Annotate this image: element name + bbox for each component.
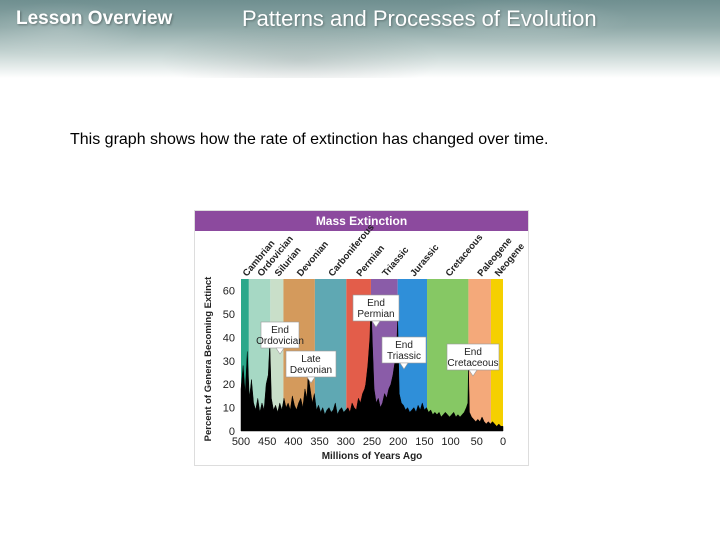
annotation-box (446, 343, 500, 371)
annotation-text: End Ordovician (256, 325, 304, 347)
period-label-jurassic: Jurassic (408, 242, 441, 279)
annotation-box (285, 350, 337, 378)
chart-title-bar (195, 211, 528, 231)
annotation-box (260, 321, 300, 349)
mass-extinction-chart: Mass Extinction Cambrian Ordovician Siluria… (194, 210, 529, 466)
x-axis-label: Millions of Years Ago (322, 451, 423, 462)
header-texture (0, 0, 720, 78)
period-band-ordovician (248, 279, 271, 431)
x-tick-label: 300 (337, 436, 355, 448)
period-band-cambrian (241, 279, 249, 431)
x-tick-label: 500 (232, 436, 250, 448)
annotation-pointer (306, 376, 316, 384)
annotation-end-permian: End Permian (352, 294, 400, 328)
chart-caption: This graph shows how the rate of extinct… (70, 131, 549, 148)
annotation-end-cretaceous: End Cretaceous (446, 343, 500, 377)
annotation-text: End Triassic (387, 340, 421, 362)
annotation-pointer (371, 320, 381, 328)
x-tick-label: 200 (389, 436, 407, 448)
annotation-end-triassic: End Triassic (381, 336, 427, 370)
annotation-text: End Cretaceous (447, 347, 498, 369)
x-tick-label: 350 (310, 436, 328, 448)
period-band-silurian (270, 279, 284, 431)
slide-title: Patterns and Processes of Evolution (242, 6, 597, 31)
x-tick-label: 50 (471, 436, 483, 448)
chart-title: Mass Extinction (316, 214, 407, 228)
annotation-box (352, 294, 400, 322)
annotation-pointer (275, 347, 285, 355)
period-label-devonian: Devonian (295, 239, 331, 279)
x-tick-label: 250 (363, 436, 381, 448)
annotation-end-ordovician: End Ordovician (256, 321, 304, 355)
extinction-area (240, 300, 504, 432)
x-tick-label: 400 (284, 436, 302, 448)
chart-svg: Mass ExtinctionCambrianOrdovicianSiluria… (195, 211, 528, 462)
annotation-pointer (468, 369, 478, 377)
y-tick-label: 20 (223, 379, 235, 391)
annotation-late-devonian: Late Devonian (285, 350, 337, 384)
y-tick-label: 50 (223, 309, 235, 321)
x-tick-label: 450 (258, 436, 276, 448)
x-tick-label: 0 (500, 436, 506, 448)
y-tick-label: 30 (223, 356, 235, 368)
annotation-pointer (399, 362, 409, 370)
annotation-text: End Permian (357, 298, 394, 320)
x-tick-label: 150 (415, 436, 433, 448)
y-tick-label: 0 (229, 426, 235, 438)
header-band (0, 0, 720, 78)
annotation-text: Late Devonian (290, 354, 332, 376)
y-tick-label: 10 (223, 403, 235, 415)
lesson-label: Lesson Overview (16, 8, 173, 29)
annotation-box (381, 336, 427, 364)
y-axis-label: Percent of Genera Becoming Extinct (203, 276, 214, 442)
y-tick-label: 60 (223, 286, 235, 298)
y-tick-label: 40 (223, 332, 235, 344)
x-tick-label: 100 (441, 436, 459, 448)
